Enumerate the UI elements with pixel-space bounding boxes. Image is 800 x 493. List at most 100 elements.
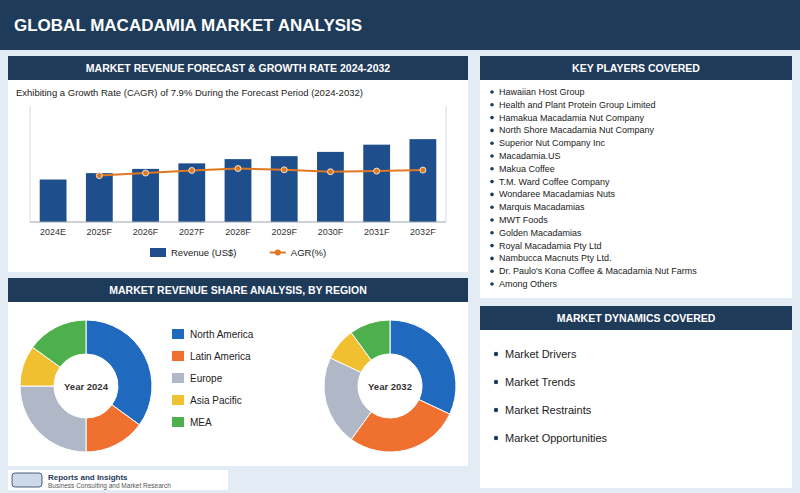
bar [409,139,436,222]
bullet [490,180,494,184]
section-header [480,56,792,80]
key-player: Marquis Macadamias [499,202,585,212]
legend-swatch [150,248,166,257]
x-tick-label: 2027F [179,227,205,237]
footer-subtext: Business Consulting and Market Research [48,482,171,490]
bullet [490,103,494,107]
legend-swatch [172,395,184,405]
line-marker [420,167,426,173]
x-tick-label: 2031F [364,227,390,237]
bullet [490,218,494,222]
donut-slice: Europe [20,386,86,452]
line-marker [235,166,241,172]
bullet [490,116,494,120]
bar [178,163,205,222]
legend-swatch [172,417,184,427]
x-tick-label: 2025F [87,227,113,237]
section-title: MARKET REVENUE SHARE ANALYSIS, BY REGION [109,284,367,296]
title: GLOBAL MACADAMIA MARKET ANALYSIS [14,16,362,35]
bullet [494,408,498,412]
key-player: T.M. Ward Coffee Company [499,177,610,187]
donut-slice: North America [86,320,152,425]
footer-logo [12,473,42,487]
section-title: MARKET DYNAMICS COVERED [557,312,716,324]
section-header [480,306,792,330]
bullet [490,282,494,286]
legend-entry: AGR(%) [291,247,326,258]
x-tick-label: 2029F [271,227,297,237]
panel [480,306,792,488]
bar [132,169,159,222]
donut: North AmericaLatin AmericaEuropeAsia Pac… [20,320,152,452]
key-player: Royal Macadamia Pty Ltd [499,241,602,251]
line-marker [143,170,149,176]
x-axis-line [30,222,446,223]
subtitle: Exhibiting a Growth Rate (CAGR) of 7.9% … [16,87,363,98]
x-tick-label: 2024E [40,227,66,237]
key-player: Health and Plant Protein Group Limited [499,100,656,110]
x-tick-label: 2026F [133,227,159,237]
key-player: Wondaree Macadamias Nuts [499,189,615,199]
line [99,169,423,176]
bar [86,173,113,222]
plot-area [40,139,437,222]
bullet [490,269,494,273]
legend-entry: North America [190,329,254,340]
legend-entry: MEA [190,417,212,428]
page: GLOBAL MACADAMIA MARKET ANALYSIS MARKET R… [0,0,800,493]
key-player: Hamakua Macadamia Nut Company [499,113,645,123]
x-tick-label: 2028F [225,227,251,237]
key-player: Dr. Paulo's Kona Coffee & Macadamia Nut … [499,266,697,276]
donut-label: Year 2024 [64,381,109,392]
key-player: Macadamia.US [499,151,561,161]
dynamics-item: Market Drivers [505,348,577,360]
section-title: MARKET REVENUE FORECAST & GROWTH RATE 20… [86,62,391,74]
section-header [8,56,468,80]
section-title: KEY PLAYERS COVERED [572,62,700,74]
bullet [490,205,494,209]
bullet [490,257,494,261]
legend-swatch [275,250,281,256]
panel [480,56,792,298]
bar [271,156,298,222]
bullet [490,244,494,248]
key-player: North Shore Macadamia Nut Company [499,125,655,135]
y-axis-line [30,106,31,222]
donut-slice: MEA [351,320,390,360]
line-marker [189,167,195,173]
bar [363,145,390,222]
panel [8,278,468,466]
donut-label: Year 2032 [368,381,412,392]
dynamics-item: Market Restraints [505,404,592,416]
dynamics-item: Market Trends [505,376,576,388]
x-tick-label: 2032F [410,227,436,237]
footer-panel [8,470,228,490]
bullet [494,352,498,356]
bullet [494,380,498,384]
legend-swatch [172,351,184,361]
donut-slice: Europe [324,358,371,439]
key-player: Nambucca Macnuts Pty Ltd. [499,253,612,263]
donut-slice: North America [390,320,456,414]
key-player: Makua Coffee [499,164,555,174]
footer-text: Reports and Insights [48,473,128,482]
bar [40,180,67,222]
donut-slice: Latin America [86,405,139,452]
legend-swatch [172,373,184,383]
bullet [490,167,494,171]
bullet [494,436,498,440]
legend-entry: Asia Pacific [190,395,242,406]
section-header [8,278,468,302]
title-bar [0,0,800,50]
legend-entry: Latin America [190,351,251,362]
bullet [490,154,494,158]
bar [317,152,344,222]
key-player: MWT Foods [499,215,548,225]
key-player: Golden Macadamias [499,228,582,238]
line-marker [96,173,102,179]
bullet [490,129,494,133]
line-marker [281,167,287,173]
key-player: Superior Nut Company Inc [499,138,606,148]
panel [8,56,468,272]
key-player: Among Others [499,279,558,289]
